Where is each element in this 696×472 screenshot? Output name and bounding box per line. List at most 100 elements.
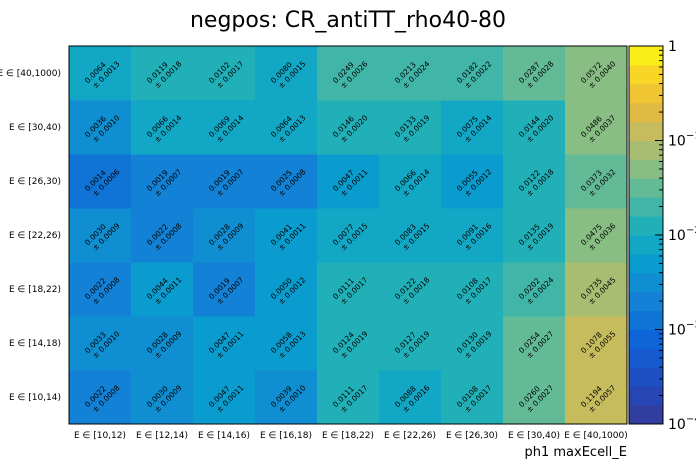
x-tick-label: E ∈ [18,22) [322, 431, 374, 441]
colorbar-label: 1 [668, 39, 677, 55]
colorbar-segment [629, 329, 663, 349]
colorbar-label: 10−2 [668, 225, 696, 244]
heatmap-cell [441, 262, 504, 317]
plot-frame [68, 45, 628, 425]
heatmap-cell [379, 370, 442, 425]
y-tick-label: E ∈ [14,18) [9, 339, 61, 349]
chart-title: negpos: CR_antiTT_rho40-80 [190, 8, 506, 33]
colorbar-label-base: 1 [668, 39, 677, 55]
y-tick-label: E ∈ [26,30) [9, 177, 61, 187]
heatmap-cell [441, 370, 504, 425]
heatmap-cell [565, 316, 628, 371]
colorbar [628, 45, 664, 425]
colorbar-label: 10−4 [668, 414, 696, 433]
heatmap-cells [69, 46, 628, 425]
colorbar-segment [629, 83, 663, 104]
heatmap-cell [131, 100, 194, 155]
heatmap-cell [193, 208, 256, 263]
colorbar-labels: 10−410−310−210−11 [668, 39, 696, 433]
heatmap-cell [69, 46, 132, 101]
colorbar-segment [629, 140, 663, 160]
colorbar-segment [629, 102, 663, 123]
colorbar-segment [629, 216, 663, 236]
heatmap-cell [131, 154, 194, 209]
colorbar-segment [629, 310, 663, 330]
colorbar-segment [629, 367, 663, 387]
colorbar-label-base: 10 [668, 134, 686, 150]
heatmap-cell [317, 262, 380, 317]
colorbar-label-exponent: −4 [686, 414, 696, 425]
heatmap-cell [565, 208, 628, 263]
colorbar-segment [629, 405, 663, 425]
heatmap-cell [317, 370, 380, 425]
heatmap-cell [379, 262, 442, 317]
heatmap-cell [69, 262, 132, 317]
heatmap-cell [193, 46, 256, 101]
heatmap-cell [379, 154, 442, 209]
heatmap-cell [69, 208, 132, 263]
x-tick-label: E ∈ [12,14) [136, 431, 188, 441]
colorbar-segment [629, 64, 663, 85]
heatmap-cell [441, 100, 504, 155]
heatmap-cell [193, 316, 256, 371]
heatmap-cell [503, 370, 566, 425]
colorbar-segment [629, 178, 663, 198]
heatmap-cell [503, 100, 566, 155]
heatmap-cell [255, 154, 318, 209]
heatmap-cell [69, 154, 132, 209]
heatmap-cell [565, 100, 628, 155]
y-tick-label: E ∈ [10,14) [9, 393, 61, 403]
heatmap-cell [317, 100, 380, 155]
x-tick-label: E ∈ [10,12) [74, 431, 126, 441]
colorbar-segment [629, 291, 663, 312]
x-tick-label: E ∈ [30,40) [508, 431, 560, 441]
heatmap-cell [193, 100, 256, 155]
heatmap-cell [565, 370, 628, 425]
colorbar-segment [629, 253, 663, 274]
y-tick-label: E ∈ [22,26) [9, 231, 61, 241]
y-tick-label: E ∈ [40,1000) [0, 69, 61, 79]
heatmap-cell [441, 154, 504, 209]
colorbar-label-base: 10 [668, 417, 686, 433]
x-tick-label: E ∈ [40,1000) [564, 431, 628, 441]
y-tick-label: E ∈ [30,40) [9, 123, 61, 133]
heatmap-cell [69, 370, 132, 425]
colorbar-segment [629, 46, 663, 66]
colorbar-label-base: 10 [668, 228, 686, 244]
heatmap-cell [317, 208, 380, 263]
heatmap-cell [379, 208, 442, 263]
x-tick-label: E ∈ [14,16) [198, 431, 250, 441]
heatmap-cell [503, 262, 566, 317]
heatmap-cell [69, 100, 132, 155]
heatmap-cell [379, 316, 442, 371]
heatmap-cell [193, 370, 256, 425]
heatmap-cell [565, 46, 628, 101]
colorbar-label: 10−1 [668, 131, 696, 150]
heatmap-cell [503, 154, 566, 209]
heatmap-cell [441, 208, 504, 263]
y-tick-label: E ∈ [18,22) [9, 285, 61, 295]
heatmap-cell [131, 46, 194, 101]
heatmap-cell [565, 154, 628, 209]
colorbar-label: 10−3 [668, 320, 696, 339]
heatmap-cell [255, 208, 318, 263]
x-tick-label: E ∈ [22,26) [384, 431, 436, 441]
heatmap-cell [255, 262, 318, 317]
x-tick-label: E ∈ [26,30) [446, 431, 498, 441]
heatmap-cell [255, 316, 318, 371]
heatmap-cell [255, 370, 318, 425]
colorbar-segment [629, 197, 663, 217]
x-tick-labels: E ∈ [10,12) E ∈ [12,14) E ∈ [14,16) E ∈ [16… [74, 431, 628, 441]
heatmap-cell [193, 154, 256, 209]
heatmap-cell [131, 316, 194, 371]
colorbar-segment [629, 348, 663, 368]
heatmap-cell [193, 262, 256, 317]
heatmap-cell [317, 46, 380, 101]
colorbar-label-base: 10 [668, 323, 686, 339]
heatmap-cell [565, 262, 628, 317]
x-axis-title: ph1 maxEcell_E [524, 445, 627, 460]
y-tick-labels: E ∈ [10,14) E ∈ [14,18) E ∈ [18,22) E ∈ [22… [0, 69, 61, 403]
colorbar-segment [629, 386, 663, 406]
colorbar-segment [629, 235, 663, 255]
